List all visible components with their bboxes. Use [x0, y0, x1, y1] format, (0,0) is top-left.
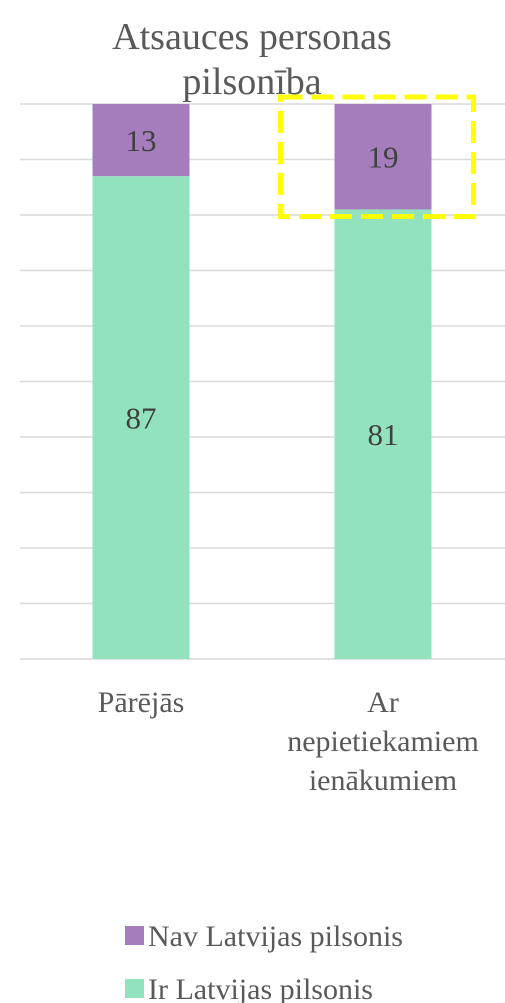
legend-label: Nav Latvijas pilsonis — [148, 920, 403, 953]
category-label: Ar — [367, 686, 399, 719]
bars — [92, 104, 432, 659]
legend-swatch — [125, 926, 144, 945]
category-labels: Pārējās Ar nepietiekamiem ienākumiem — [98, 686, 479, 797]
chart-title-line: Atsauces personas — [112, 16, 392, 58]
legend-item: Ir Latvijas pilsonis — [125, 973, 373, 1003]
bar-segment — [334, 104, 432, 210]
data-label: 81 — [368, 417, 399, 452]
legend-label: Ir Latvijas pilsonis — [148, 973, 373, 1003]
bar-segment — [334, 209, 432, 659]
bar-segment — [92, 176, 190, 659]
legend: Nav Latvijas pilsonis Ir Latvijas pilsoni… — [125, 920, 403, 1003]
bar-segment — [92, 104, 190, 177]
data-label: 87 — [126, 401, 157, 436]
data-labels: 87 13 81 19 — [126, 123, 399, 452]
category-label: Pārējās — [98, 686, 185, 719]
category-label: ienākumiem — [309, 764, 457, 797]
legend-swatch — [125, 979, 144, 998]
legend-item: Nav Latvijas pilsonis — [125, 920, 403, 953]
category-label: nepietiekamiem — [287, 725, 479, 758]
highlight-box — [278, 94, 476, 219]
data-label: 13 — [126, 123, 157, 158]
data-label: 19 — [368, 140, 399, 175]
highlight-rect — [278, 94, 476, 219]
